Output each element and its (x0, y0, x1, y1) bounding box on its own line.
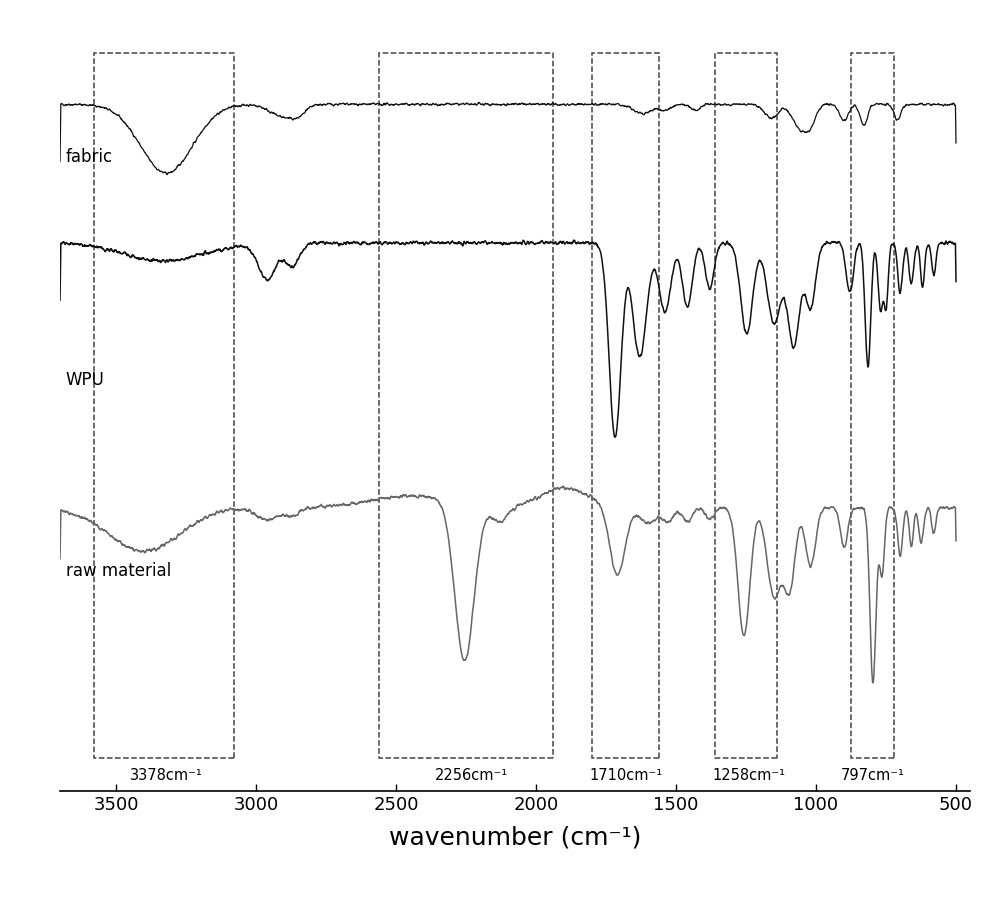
Bar (851, 53, 894, 759)
Text: fabric: fabric (66, 148, 113, 166)
Text: 1258cm⁻¹: 1258cm⁻¹ (712, 768, 785, 783)
Text: WPU: WPU (66, 371, 104, 389)
Bar (379, 53, 553, 759)
Text: 1710cm⁻¹: 1710cm⁻¹ (589, 768, 662, 783)
Text: 3378cm⁻¹: 3378cm⁻¹ (130, 768, 203, 783)
Text: 797cm⁻¹: 797cm⁻¹ (841, 768, 905, 783)
Text: raw material: raw material (66, 562, 171, 580)
Bar (715, 53, 777, 759)
Bar (94, 53, 234, 759)
Bar (592, 53, 659, 759)
Text: 2256cm⁻¹: 2256cm⁻¹ (435, 768, 508, 783)
X-axis label: wavenumber (cm⁻¹): wavenumber (cm⁻¹) (389, 825, 641, 849)
